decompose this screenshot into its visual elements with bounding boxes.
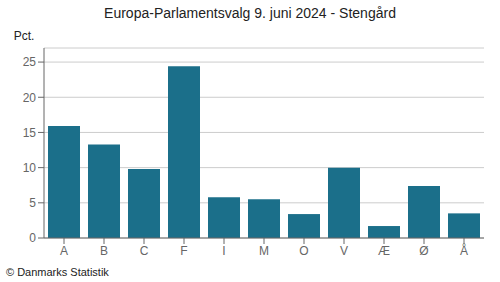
svg-text:B: B — [100, 244, 108, 258]
svg-text:Æ: Æ — [378, 244, 390, 258]
svg-text:10: 10 — [23, 161, 37, 175]
svg-text:M: M — [259, 244, 269, 258]
svg-text:V: V — [340, 244, 348, 258]
svg-text:25: 25 — [23, 55, 37, 69]
svg-text:Pct.: Pct. — [14, 29, 35, 43]
svg-text:0: 0 — [29, 231, 36, 245]
svg-text:F: F — [180, 244, 187, 258]
html-text:© Danmarks Statistik: © Danmarks Statistik — [6, 266, 109, 278]
svg-text:Ø: Ø — [419, 244, 428, 258]
svg-text:A: A — [60, 244, 68, 258]
svg-text:5: 5 — [29, 196, 36, 210]
svg-text:Å: Å — [460, 243, 468, 258]
svg-text:C: C — [140, 244, 149, 258]
svg-text:I: I — [222, 244, 225, 258]
svg-text:20: 20 — [23, 91, 37, 105]
html-text:Europa-Parlamentsvalg 9. juni: Europa-Parlamentsvalg 9. juni 2024 - Ste… — [104, 5, 396, 21]
svg-text:15: 15 — [23, 126, 37, 140]
svg-text:O: O — [299, 244, 308, 258]
